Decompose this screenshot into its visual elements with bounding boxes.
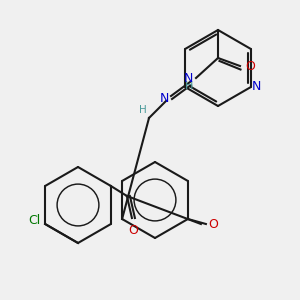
Text: O: O <box>208 218 218 230</box>
Text: N: N <box>252 80 261 94</box>
Text: H: H <box>184 81 193 91</box>
Text: N: N <box>160 92 169 104</box>
Text: O: O <box>128 224 138 237</box>
Text: H: H <box>139 105 147 115</box>
Text: Cl: Cl <box>28 214 40 227</box>
Text: O: O <box>245 59 255 73</box>
Text: N: N <box>184 71 193 85</box>
